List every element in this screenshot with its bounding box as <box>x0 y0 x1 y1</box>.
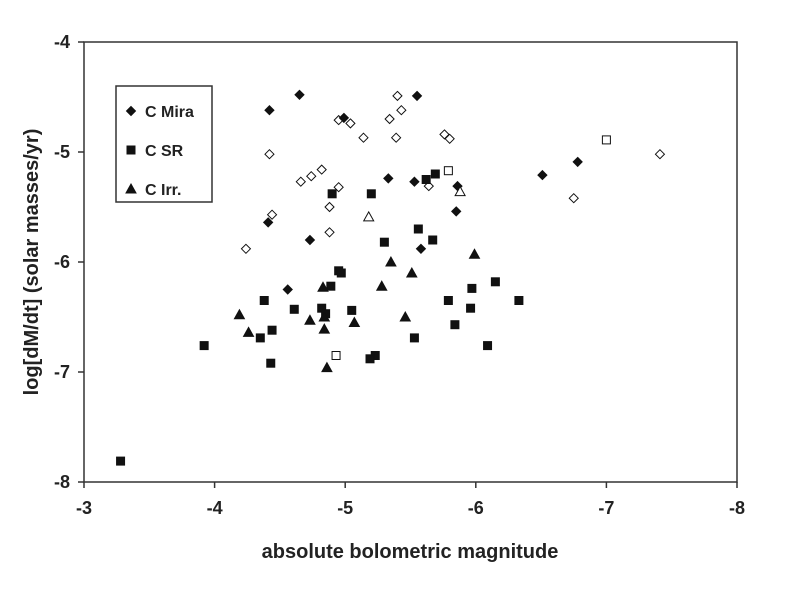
square-point-open <box>601 135 611 145</box>
triangle-point-filled <box>468 248 481 259</box>
diamond-point-open <box>345 118 356 129</box>
square-point-filled <box>413 224 423 234</box>
triangle-point-filled <box>242 326 255 337</box>
square-point-filled <box>255 333 265 343</box>
square-point-filled <box>259 296 269 305</box>
legend-diamond-icon <box>125 105 137 117</box>
y-tick-label: -7 <box>54 362 70 382</box>
diamond-point-open <box>316 164 327 175</box>
square-point-filled <box>199 341 209 351</box>
diamond-point-open <box>568 192 579 204</box>
diamond-point-open <box>384 113 395 125</box>
triangle-point-open <box>454 185 466 197</box>
x-tick-label: -4 <box>207 498 223 518</box>
diamond-point-filled <box>451 206 462 217</box>
square-point-filled <box>365 354 375 364</box>
square-point-open <box>331 351 341 360</box>
triangle-point-filled <box>399 310 412 322</box>
square-point-filled <box>347 305 357 315</box>
diamond-point-open <box>324 227 335 238</box>
square-point-filled <box>379 237 389 247</box>
square-point-filled <box>450 320 460 330</box>
triangle-point-filled <box>233 308 246 320</box>
legend: C Mira C SR C Irr. <box>115 85 213 203</box>
triangle-point-filled <box>375 280 388 291</box>
square-point-filled <box>421 175 431 184</box>
diamond-point-filled <box>383 173 394 184</box>
triangle-point-filled <box>317 281 329 292</box>
data-points <box>116 89 666 466</box>
diamond-point-open <box>390 132 402 143</box>
diamond-point-filled <box>294 89 305 101</box>
diamond-point-open <box>444 133 455 145</box>
square-point-filled <box>366 189 376 199</box>
square-point-filled <box>483 341 493 351</box>
diamond-point-open <box>392 90 403 102</box>
y-tick-label: -5 <box>54 142 70 162</box>
square-point-filled <box>266 358 276 368</box>
x-axis-title: absolute bolometric magnitude <box>262 541 559 563</box>
triangle-point-filled <box>321 361 333 373</box>
square-point-filled <box>443 296 453 305</box>
triangle-point-filled <box>348 316 361 327</box>
square-point-filled <box>409 333 419 343</box>
diamond-point-open <box>654 148 666 160</box>
diamond-point-filled <box>262 217 274 228</box>
triangle-point-filled <box>318 310 331 322</box>
legend-square-icon <box>126 145 136 155</box>
square-point-filled <box>116 456 126 466</box>
x-tick-label: -3 <box>76 498 92 518</box>
triangle-point-filled <box>304 314 316 325</box>
diamond-point-filled <box>411 90 423 102</box>
triangle-point-filled <box>318 323 331 334</box>
diamond-point-open <box>264 148 275 160</box>
square-point-filled <box>466 303 476 313</box>
legend-label: C Mira <box>145 104 194 121</box>
diamond-point-open <box>240 243 252 255</box>
legend-triangle-icon <box>125 182 137 194</box>
diamond-point-filled <box>264 104 275 116</box>
diamond-point-filled <box>409 176 420 187</box>
y-tick-label: -8 <box>54 472 70 492</box>
x-tick-label: -5 <box>337 498 353 518</box>
square-point-filled <box>490 277 500 287</box>
square-point-filled <box>467 283 477 293</box>
diamond-point-open <box>396 104 407 116</box>
diamond-point-filled <box>572 156 583 168</box>
square-point-filled <box>327 189 337 199</box>
x-tick-label: -8 <box>729 498 745 518</box>
diamond-point-open <box>266 209 278 220</box>
diamond-point-open <box>324 201 335 213</box>
diamond-point-open <box>306 170 317 182</box>
y-tick-label: -4 <box>54 32 70 52</box>
diamond-point-open <box>358 132 369 143</box>
diamond-point-filled <box>282 284 293 295</box>
y-tick-label: -6 <box>54 252 70 272</box>
square-point-open <box>443 166 453 176</box>
square-point-filled <box>289 304 299 314</box>
square-point-filled <box>336 268 346 278</box>
square-point-filled <box>514 296 524 305</box>
square-point-filled <box>267 325 277 335</box>
triangle-point-filled <box>385 255 397 267</box>
diamond-point-filled <box>338 112 350 124</box>
square-point-filled <box>428 235 438 245</box>
axis-ticks: -3 -4 -5 -6 -7 -8 -4 -5 -6 -7 -8 <box>54 32 745 518</box>
legend-items: C Mira C SR C Irr. <box>125 104 194 199</box>
diamond-point-open <box>295 176 307 187</box>
legend-label: C Irr. <box>145 182 181 199</box>
triangle-point-filled <box>405 266 418 278</box>
y-axis-title: log[dM/dt] (solar masses/yr) <box>21 129 43 396</box>
triangle-point-open <box>362 210 375 222</box>
square-point-filled <box>430 169 440 179</box>
diamond-point-filled <box>537 169 548 181</box>
x-tick-label: -7 <box>598 498 614 518</box>
x-tick-label: -6 <box>468 498 484 518</box>
square-point-filled <box>326 281 336 291</box>
diamond-point-filled <box>304 234 316 246</box>
diamond-point-filled <box>415 243 427 255</box>
legend-box <box>115 85 213 203</box>
legend-label: C SR <box>145 143 184 160</box>
